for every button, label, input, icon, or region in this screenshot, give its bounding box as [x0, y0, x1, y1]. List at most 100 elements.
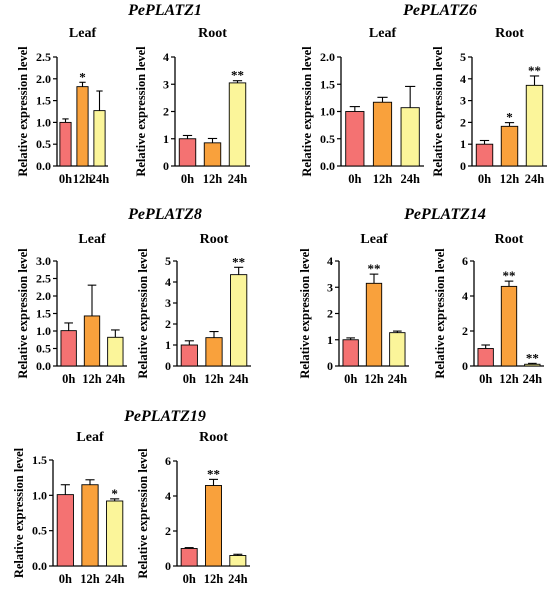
x-tick-label: 0h	[62, 372, 75, 386]
y-tick-label: 1.0	[32, 488, 47, 502]
x-tick-label: 24h	[106, 372, 126, 386]
bar-0h	[59, 121, 72, 167]
bar-0h	[180, 548, 198, 567]
y-tick-label: 4	[165, 275, 171, 289]
bar-12h	[205, 337, 223, 367]
significance-mark: *	[506, 110, 513, 125]
x-tick-label: 24h	[388, 372, 408, 386]
bar-12h	[76, 86, 89, 167]
y-tick-label: 1	[165, 338, 171, 352]
x-tick-label: 24h	[228, 572, 248, 586]
x-tick-label: 0h	[59, 572, 72, 586]
y-tick-label: 0	[327, 359, 333, 373]
x-tick-label: 12h	[80, 572, 100, 586]
panel-peplatz14-root: Root Relative expression level 0 2 4 6 0h ** 12h…	[433, 232, 544, 386]
x-tick-label: 0h	[183, 572, 196, 586]
bar-0h	[180, 344, 198, 367]
y-tick-label: 1.5	[36, 307, 51, 321]
y-tick-label: 0	[165, 359, 171, 373]
bar-0h	[178, 138, 197, 167]
y-tick-label: 0	[462, 359, 468, 373]
y-tick-label: 0.5	[36, 342, 51, 356]
bar-12h	[500, 285, 518, 367]
y-tick-label: 1	[163, 132, 169, 146]
bar-24h	[229, 555, 247, 567]
panel-peplatz8-leaf: Leaf Relative expression level 0.0 0.5 1.0 1.…	[16, 232, 127, 386]
x-tick-label: 24h	[90, 172, 110, 186]
y-tick-label: 1	[460, 137, 466, 151]
x-tick-label: 12h	[73, 172, 93, 186]
x-tick-label: 24h	[229, 372, 249, 386]
y-tick-label: 4	[460, 72, 466, 86]
x-tick-label: 0h	[181, 172, 194, 186]
panel-peplatz6-leaf: Leaf Relative expression level 0.0 0.5 1.0 1.…	[300, 26, 424, 186]
bar-12h	[203, 142, 222, 167]
significance-mark: *	[111, 486, 118, 501]
y-tick-label: 3.0	[36, 254, 51, 268]
x-tick-label: 12h	[82, 372, 102, 386]
x-tick-label: 12h	[499, 372, 519, 386]
x-tick-label: 12h	[203, 172, 223, 186]
bar-24h	[400, 107, 420, 167]
bar-24h	[106, 500, 124, 567]
y-axis-label: Relative expression level	[134, 46, 148, 177]
x-tick-label: 0h	[348, 172, 361, 186]
y-tick-label: 1.5	[36, 94, 51, 108]
y-tick-label: 2	[165, 524, 171, 538]
bar-0h	[56, 494, 74, 567]
x-tick-label: 12h	[204, 572, 224, 586]
bar-12h	[205, 485, 222, 567]
x-tick-label: 0h	[183, 372, 196, 386]
y-tick-label: 4	[163, 50, 169, 64]
significance-mark: *	[79, 69, 86, 84]
y-tick-label: 0.0	[320, 159, 335, 173]
y-axis-label: Relative expression level	[298, 248, 312, 379]
significance-mark: **	[207, 466, 220, 481]
tissue-title: Root	[495, 26, 524, 41]
y-tick-label: 6	[165, 454, 171, 468]
tissue-title: Leaf	[360, 232, 388, 247]
y-tick-label: 1.5	[32, 453, 47, 467]
x-tick-label: 24h	[523, 372, 543, 386]
y-tick-label: 2	[462, 324, 468, 338]
x-tick-label: 0h	[344, 372, 357, 386]
y-tick-label: 1.0	[36, 324, 51, 338]
tissue-title: Root	[199, 430, 228, 445]
bar-24h	[525, 84, 544, 167]
y-tick-label: 0	[165, 559, 171, 573]
y-tick-label: 3	[165, 296, 171, 310]
y-tick-label: 0.0	[32, 559, 47, 573]
tissue-title: Leaf	[69, 26, 97, 41]
y-tick-label: 4	[462, 289, 468, 303]
y-tick-label: 2.5	[36, 50, 51, 64]
y-axis-label: Relative expression level	[16, 46, 30, 177]
x-tick-label: 0h	[59, 172, 72, 186]
tissue-title: Leaf	[369, 26, 397, 41]
y-tick-label: 2	[163, 105, 169, 119]
gene-title-pePLATZ8: PePLATZ8	[128, 206, 202, 223]
y-axis-label: Relative expression level	[136, 248, 150, 379]
x-tick-label: 12h	[204, 372, 224, 386]
gene-title-pePLATZ19: PePLATZ19	[124, 408, 206, 425]
x-tick-label: 24h	[105, 572, 125, 586]
bar-0h	[60, 330, 77, 367]
bar-0h	[475, 143, 494, 167]
bar-12h	[83, 315, 101, 367]
y-tick-label: 0.5	[32, 524, 47, 538]
gene-title-pePLATZ6: PePLATZ6	[403, 2, 477, 19]
significance-mark: **	[232, 254, 245, 269]
y-tick-label: 0.0	[36, 159, 51, 173]
bar-0h	[342, 339, 359, 367]
y-tick-label: 1.0	[36, 115, 51, 129]
y-tick-label: 0.5	[36, 137, 51, 151]
significance-mark: **	[528, 63, 541, 78]
y-axis-label: Relative expression level	[300, 46, 314, 177]
significance-mark: **	[526, 350, 539, 365]
bar-12h	[500, 125, 519, 167]
y-tick-label: 2.0	[36, 72, 51, 86]
y-tick-label: 2.0	[320, 50, 335, 64]
y-tick-label: 3	[163, 77, 169, 91]
panel-peplatz19-root: Root Relative expression level 0 2 4 6 0h ** 12h…	[136, 430, 250, 586]
y-tick-label: 1	[327, 333, 333, 347]
